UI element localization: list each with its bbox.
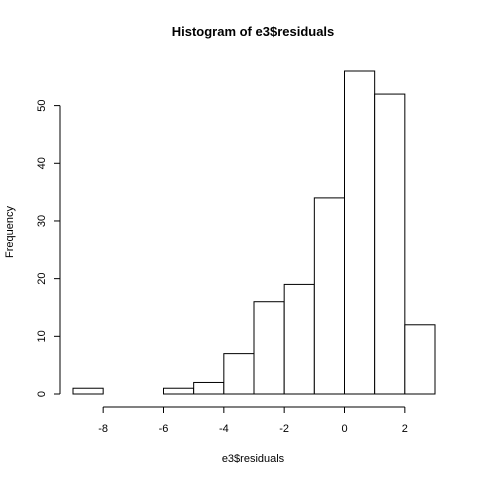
histogram-bar <box>193 381 225 395</box>
histogram-bar <box>253 301 285 395</box>
histogram-bar <box>163 387 195 395</box>
histogram-bar <box>344 70 376 395</box>
x-tick-label: 0 <box>341 423 347 435</box>
histogram-bar <box>404 324 436 395</box>
x-tick-label: -8 <box>98 423 108 435</box>
histogram-bar <box>374 93 406 395</box>
x-axis: -8 -6 -4 -2 0 2 <box>98 406 408 435</box>
histogram-bar <box>313 197 346 395</box>
histogram-bar <box>72 387 104 395</box>
y-tick-label: 0 <box>36 391 48 397</box>
x-tick-label: -6 <box>159 423 169 435</box>
bars-group <box>72 70 436 395</box>
y-axis: 0 10 20 30 40 50 <box>36 99 61 397</box>
y-tick-label: 10 <box>36 330 48 342</box>
histogram-bar <box>223 353 255 395</box>
y-tick-label: 40 <box>36 157 48 169</box>
x-tick-label: -2 <box>279 423 289 435</box>
y-tick-label: 50 <box>36 99 48 111</box>
x-tick-label: 2 <box>402 423 408 435</box>
y-tick-label: 30 <box>36 215 48 227</box>
y-tick-label: 20 <box>36 273 48 285</box>
y-axis-label: Frequency <box>4 206 16 258</box>
histogram-bar <box>283 283 315 395</box>
x-axis-label: e3$residuals <box>222 453 285 465</box>
chart-title: Histogram of e3$residuals <box>172 24 335 39</box>
x-tick-label: -4 <box>219 423 229 435</box>
